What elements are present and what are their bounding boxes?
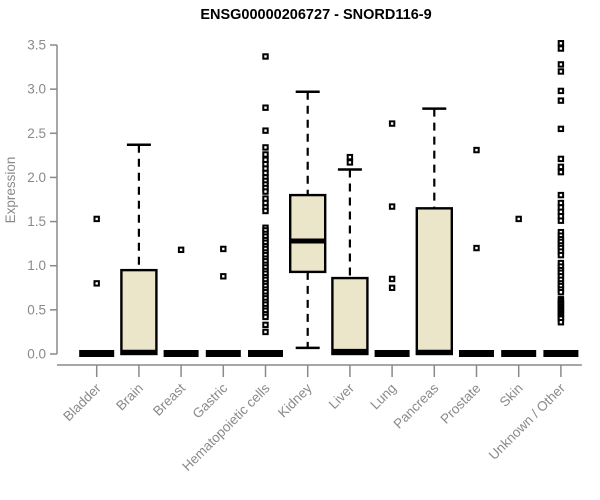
collapsed-box-lung	[374, 350, 410, 357]
outlier-point-lung	[388, 275, 396, 283]
x-category-label-bladder: Bladder	[60, 380, 104, 424]
x-category-label-unknown-other: Unknown / Other	[486, 380, 569, 463]
outlier-point-unknown-other	[557, 163, 565, 171]
collapsed-box-bladder	[79, 350, 115, 357]
outlier-point-hematopoietic-cells	[262, 127, 269, 134]
outlier-point-hematopoietic-cells	[262, 53, 269, 60]
outlier-point-prostate	[473, 244, 480, 252]
outlier-point-hematopoietic-cells	[262, 188, 269, 195]
collapsed-box-prostate	[459, 350, 494, 357]
outlier-point-breast	[177, 246, 185, 254]
collapsed-box-gastric	[205, 350, 241, 357]
y-tick-label: 0.5	[27, 302, 46, 317]
outlier-point-lung	[388, 284, 396, 291]
outlier-point-unknown-other	[557, 68, 565, 75]
x-category-label-liver: Liver	[326, 380, 358, 412]
outlier-point-skin	[515, 215, 522, 223]
y-tick-label: 0.0	[27, 347, 46, 362]
outlier-point-unknown-other	[557, 168, 565, 176]
collapsed-box-unknown-other	[543, 350, 579, 357]
collapsed-box-breast	[163, 350, 199, 357]
y-tick-label: 3.0	[27, 82, 46, 97]
outlier-point-bladder	[93, 215, 100, 223]
outlier-point-bladder	[93, 280, 100, 287]
box-liver	[331, 276, 369, 356]
plot-area	[79, 40, 579, 357]
outlier-point-lung	[388, 120, 396, 127]
outlier-point-unknown-other	[557, 289, 565, 296]
outlier-point-hematopoietic-cells	[262, 328, 269, 336]
outlier-point-unknown-other	[557, 97, 565, 104]
outlier-point-unknown-other	[557, 319, 565, 326]
box-brain	[120, 268, 158, 356]
x-category-label-gastric: Gastric	[190, 380, 231, 421]
x-category-label-prostate: Prostate	[437, 381, 483, 427]
outlier-point-unknown-other	[557, 251, 565, 259]
chart-title: ENSG00000206727 - SNORD116-9	[200, 7, 431, 23]
outlier-point-prostate	[473, 146, 480, 154]
box-pancreas	[415, 207, 453, 356]
outlier-point-hematopoietic-cells	[262, 151, 269, 158]
outlier-point-unknown-other	[557, 87, 565, 95]
y-tick-label: 2.0	[27, 170, 46, 185]
x-category-label-pancreas: Pancreas	[390, 380, 441, 431]
x-category-label-lung: Lung	[367, 381, 399, 413]
outlier-point-unknown-other	[557, 40, 565, 47]
outlier-point-unknown-other	[557, 125, 565, 133]
outlier-point-liver	[346, 153, 354, 161]
outlier-point-unknown-other	[557, 61, 565, 68]
outlier-point-hematopoietic-cells	[262, 313, 269, 321]
outlier-point-unknown-other	[557, 191, 565, 199]
outlier-point-liver	[346, 159, 354, 166]
y-tick-label: 1.5	[27, 214, 46, 229]
x-category-label-skin: Skin	[497, 381, 526, 410]
y-tick-label: 2.5	[27, 126, 46, 141]
collapsed-box-skin	[501, 350, 537, 357]
outlier-point-hematopoietic-cells	[262, 104, 269, 111]
outlier-point-unknown-other	[557, 45, 565, 52]
outlier-point-unknown-other	[557, 217, 565, 224]
outlier-point-lung	[388, 203, 396, 210]
box-kidney	[289, 193, 327, 274]
collapsed-box-hematopoietic-cells	[248, 350, 283, 357]
x-category-label-brain: Brain	[113, 381, 146, 414]
outlier-point-hematopoietic-cells	[262, 207, 269, 215]
y-tick-label: 3.5	[27, 38, 46, 53]
outlier-point-gastric	[220, 273, 227, 280]
outlier-point-hematopoietic-cells	[262, 144, 269, 151]
outlier-point-gastric	[220, 245, 227, 253]
outlier-point-unknown-other	[557, 155, 565, 163]
y-tick-label: 1.0	[27, 258, 46, 273]
outlier-point-hematopoietic-cells	[262, 321, 269, 329]
x-category-label-breast: Breast	[150, 380, 188, 418]
x-category-label-kidney: Kidney	[275, 380, 315, 420]
y-axis-title: Expression	[3, 157, 18, 224]
